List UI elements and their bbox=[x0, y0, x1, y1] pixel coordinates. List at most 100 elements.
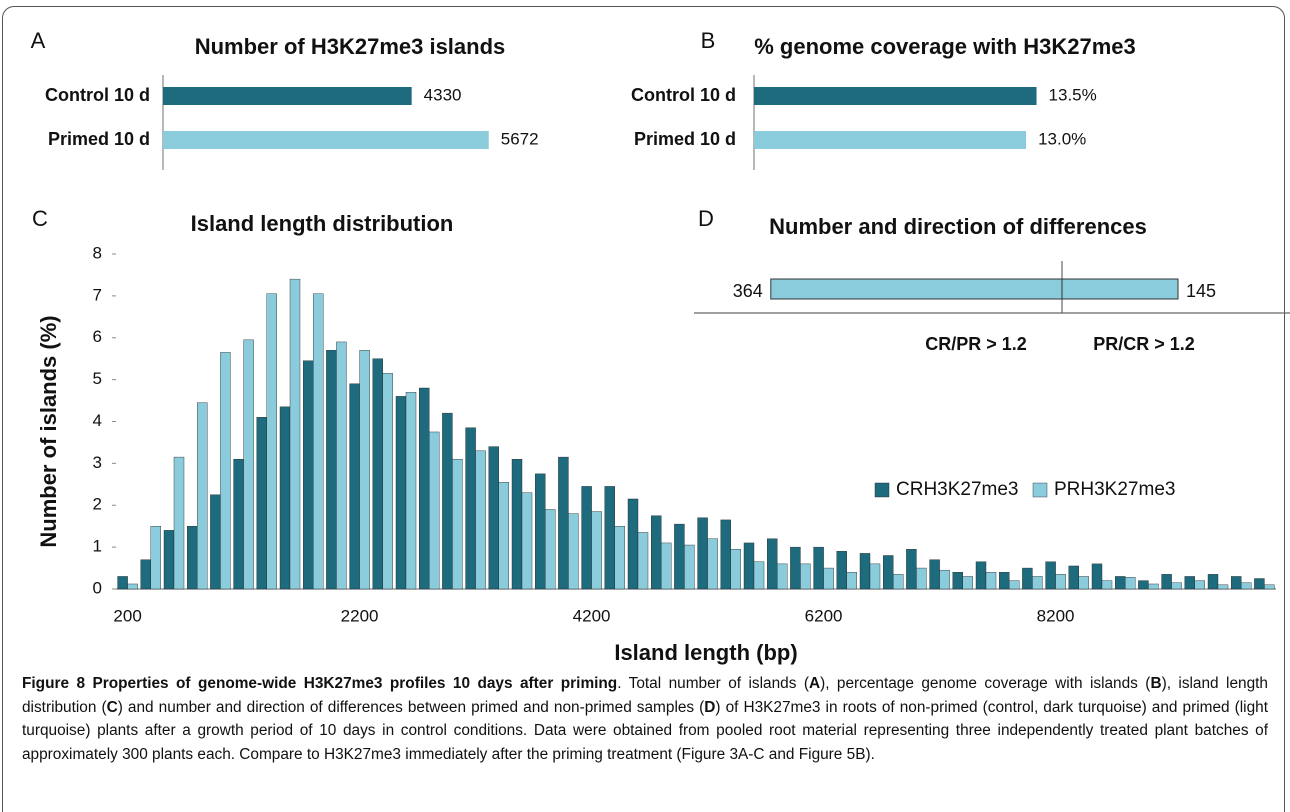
bar bbox=[743, 542, 755, 590]
figure: A Number of H3K27me3 islands Control 10 d 4… bbox=[31, 28, 1290, 665]
bar bbox=[313, 293, 324, 590]
bar bbox=[150, 525, 162, 590]
bar bbox=[1254, 578, 1265, 590]
bar bbox=[1184, 576, 1196, 590]
bar bbox=[1009, 580, 1020, 590]
caption-text: ) and number and direction of difference… bbox=[117, 698, 705, 716]
caption-bold: C bbox=[106, 698, 118, 716]
caption-bold: D bbox=[704, 698, 716, 716]
bar bbox=[558, 456, 569, 590]
bar bbox=[442, 412, 453, 590]
x-tick-label: 4200 bbox=[573, 606, 611, 625]
bar bbox=[1124, 577, 1136, 590]
bar bbox=[279, 406, 291, 590]
value-label: 13.5% bbox=[1049, 85, 1097, 104]
bar bbox=[651, 515, 662, 590]
bar bbox=[359, 350, 370, 590]
bar bbox=[140, 559, 152, 590]
bar bbox=[929, 559, 940, 590]
bar bbox=[836, 551, 847, 590]
value-label: 4330 bbox=[424, 85, 462, 104]
bar bbox=[163, 530, 175, 590]
bar bbox=[800, 563, 811, 590]
bar bbox=[1161, 574, 1172, 590]
bar bbox=[196, 402, 208, 590]
legend-label: CRH3K27me3 bbox=[896, 479, 1019, 500]
bar bbox=[1091, 563, 1103, 590]
bar bbox=[720, 519, 731, 590]
bar bbox=[730, 549, 741, 590]
bar bbox=[326, 350, 337, 590]
bar bbox=[1101, 580, 1113, 590]
bar bbox=[521, 492, 533, 590]
bar bbox=[1032, 576, 1043, 590]
bar bbox=[256, 417, 267, 590]
bar bbox=[684, 544, 695, 590]
bar bbox=[395, 396, 407, 590]
caption: Figure 8 Properties of genome-wide H3K27… bbox=[22, 672, 1268, 766]
bar bbox=[916, 567, 927, 590]
bar bbox=[627, 498, 639, 590]
panel-letter: A bbox=[31, 28, 46, 53]
bar bbox=[1055, 574, 1066, 590]
y-tick-label: 6 bbox=[93, 327, 102, 346]
value-label: 13.0% bbox=[1038, 129, 1086, 148]
bar bbox=[568, 513, 579, 590]
bar bbox=[823, 567, 834, 590]
bar bbox=[707, 538, 718, 590]
bar bbox=[754, 131, 1027, 149]
bar bbox=[266, 293, 277, 590]
legend-label: PRH3K27me3 bbox=[1054, 479, 1175, 500]
bar bbox=[349, 383, 360, 590]
bar bbox=[939, 569, 950, 590]
x-tick-label: 200 bbox=[113, 606, 141, 625]
bar bbox=[419, 387, 430, 590]
bar bbox=[336, 341, 347, 590]
bar bbox=[614, 525, 625, 590]
bar bbox=[210, 494, 221, 590]
caption-bold: B bbox=[1150, 675, 1162, 692]
bar bbox=[372, 358, 383, 590]
bar bbox=[545, 509, 556, 590]
x-tick-label: 8200 bbox=[1037, 606, 1075, 625]
bar bbox=[637, 532, 649, 590]
chart-title: Number of H3K27me3 islands bbox=[195, 34, 506, 59]
x-tick-label: 6200 bbox=[805, 606, 843, 625]
bar bbox=[1114, 576, 1126, 590]
bar bbox=[1045, 561, 1056, 590]
bar bbox=[429, 431, 440, 590]
bar bbox=[581, 486, 592, 590]
figure-frame bbox=[2, 6, 1285, 812]
category-label: Control 10 d bbox=[631, 85, 736, 105]
caption-text: ), percentage genome coverage with islan… bbox=[820, 675, 1151, 692]
category-label: CR/PR > 1.2 bbox=[925, 334, 1027, 354]
bar bbox=[1230, 576, 1242, 590]
bar bbox=[975, 561, 987, 590]
bar bbox=[770, 278, 1063, 300]
bar bbox=[754, 87, 1037, 105]
bar bbox=[1240, 582, 1252, 590]
bar bbox=[1171, 582, 1182, 590]
bar bbox=[465, 427, 476, 590]
bar bbox=[382, 373, 393, 590]
bar bbox=[883, 555, 894, 590]
category-label: Primed 10 d bbox=[634, 129, 736, 149]
value-label: 364 bbox=[733, 281, 763, 301]
y-tick-label: 4 bbox=[93, 411, 102, 430]
y-tick-label: 2 bbox=[93, 495, 102, 514]
bar bbox=[859, 553, 871, 590]
bar bbox=[233, 458, 244, 590]
y-axis-label: Number of islands (%) bbox=[36, 315, 61, 547]
bar bbox=[127, 583, 138, 590]
chart-title: Number and direction of differences bbox=[769, 214, 1147, 239]
bar bbox=[1207, 574, 1219, 590]
bar bbox=[186, 525, 198, 590]
y-tick-label: 1 bbox=[93, 537, 102, 556]
bar bbox=[674, 523, 685, 590]
panel-letter: D bbox=[698, 206, 714, 231]
bar bbox=[117, 576, 128, 590]
chart-title: Island length distribution bbox=[191, 211, 454, 236]
value-label: 5672 bbox=[501, 129, 539, 148]
panel-letter: C bbox=[32, 206, 48, 231]
